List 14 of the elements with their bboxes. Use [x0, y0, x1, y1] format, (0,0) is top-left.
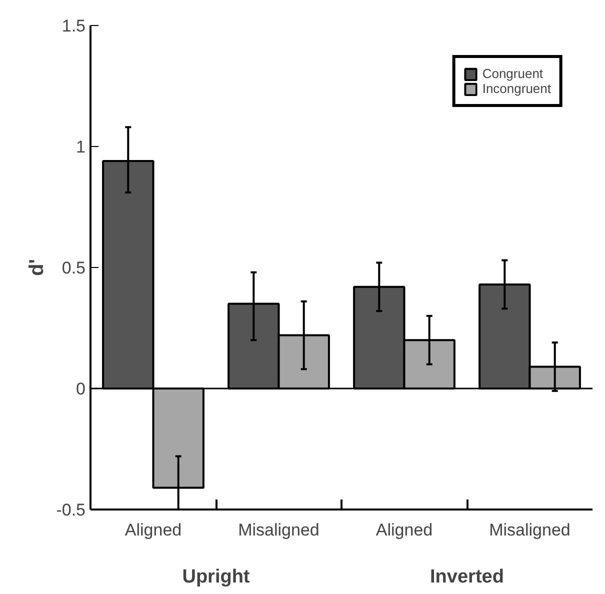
text: Inverted	[430, 566, 504, 588]
y-axis-title: d'	[26, 259, 48, 276]
y-tick-label: 1.5	[62, 16, 86, 36]
y-tick-label: 0	[76, 380, 86, 398]
legend-label: Incongruent	[482, 81, 551, 96]
y-tick-label: -0.5	[56, 500, 86, 520]
x-tick-label: Misaligned	[238, 520, 320, 540]
y-tick-label: 0.5	[62, 258, 86, 278]
x-tick-label: Aligned	[124, 520, 182, 540]
x-tick-label: Misaligned	[489, 520, 570, 540]
text: Upright	[182, 566, 250, 588]
x-tick-label: Aligned	[376, 520, 433, 540]
y-tick-label: 1	[76, 138, 86, 156]
legend-label: Congruent	[482, 66, 544, 81]
